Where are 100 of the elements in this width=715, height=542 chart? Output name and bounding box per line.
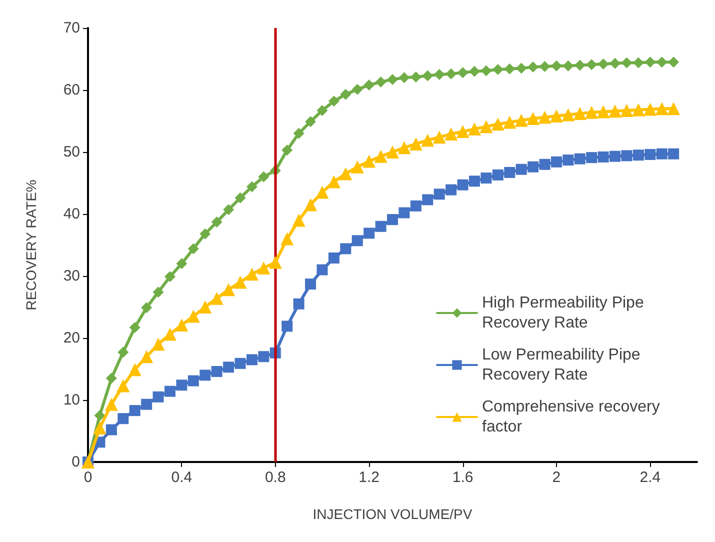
y-tick-label: 50 — [63, 144, 80, 160]
point — [574, 60, 586, 71]
point — [492, 169, 504, 180]
point — [446, 184, 457, 196]
point — [258, 171, 270, 182]
point — [504, 63, 516, 74]
point — [116, 379, 130, 392]
point — [468, 176, 480, 187]
point — [528, 161, 539, 172]
point — [573, 107, 586, 120]
point — [340, 243, 352, 254]
point — [668, 56, 680, 68]
point — [211, 216, 222, 228]
point — [175, 318, 188, 332]
point — [410, 71, 422, 82]
legend-label: High Permeability Pipe Recovery Rate — [482, 294, 648, 332]
point — [316, 186, 329, 199]
point — [328, 96, 340, 107]
point — [432, 130, 446, 144]
point — [598, 151, 609, 162]
x-tick-label: 2.4 — [640, 469, 661, 486]
point — [188, 243, 199, 254]
point — [106, 372, 117, 384]
point — [340, 88, 352, 100]
point — [129, 405, 140, 416]
point — [550, 60, 562, 72]
point — [574, 153, 586, 164]
point — [292, 214, 306, 227]
point — [152, 391, 164, 402]
point — [632, 150, 644, 161]
point — [480, 65, 492, 76]
point — [528, 62, 539, 73]
point — [468, 66, 480, 77]
point — [200, 370, 211, 381]
point — [586, 152, 598, 164]
point — [375, 76, 386, 88]
y-axis-title: RECOVERY RATE% — [23, 180, 39, 310]
point — [446, 68, 457, 80]
point — [526, 112, 540, 126]
point — [610, 58, 621, 69]
point — [410, 200, 422, 212]
y-tick-label: 30 — [63, 268, 80, 284]
legend-label: Comprehensive recovery factor — [482, 398, 664, 436]
point — [491, 118, 504, 131]
point — [316, 104, 328, 116]
point — [280, 232, 294, 246]
point — [562, 154, 574, 166]
point — [200, 228, 211, 240]
point — [246, 354, 258, 366]
point — [93, 421, 106, 434]
point — [141, 398, 152, 410]
point — [562, 60, 574, 72]
point — [362, 154, 376, 168]
point — [398, 72, 410, 84]
point — [644, 102, 657, 116]
point — [328, 252, 340, 264]
point — [516, 164, 527, 175]
y-tick-label: 0 — [72, 454, 80, 470]
point — [210, 292, 224, 305]
point — [128, 363, 142, 376]
point — [118, 346, 129, 358]
point — [656, 148, 668, 160]
point — [538, 110, 552, 124]
point — [610, 150, 621, 162]
point — [422, 70, 434, 82]
point — [104, 398, 118, 411]
point — [164, 271, 176, 282]
point — [352, 235, 363, 246]
point — [620, 104, 634, 117]
point — [234, 276, 247, 289]
point — [621, 57, 632, 68]
point — [339, 167, 352, 180]
x-tick-label: 2 — [552, 469, 561, 486]
point — [305, 278, 316, 290]
point — [246, 181, 258, 192]
point — [480, 172, 492, 184]
point — [364, 80, 375, 91]
point — [562, 108, 575, 122]
point — [387, 214, 398, 226]
point — [632, 57, 644, 68]
point — [632, 103, 645, 116]
point — [434, 188, 445, 200]
point — [516, 62, 527, 74]
point — [492, 64, 504, 76]
point — [257, 261, 270, 274]
x-tick-label: 0 — [84, 469, 92, 486]
point — [375, 220, 386, 232]
point — [668, 148, 680, 160]
point — [387, 74, 398, 85]
point — [293, 298, 304, 310]
point — [140, 350, 154, 364]
point — [152, 338, 165, 351]
point — [222, 283, 236, 296]
point — [596, 105, 610, 118]
point — [211, 366, 222, 377]
point — [504, 166, 516, 178]
point — [585, 106, 598, 119]
point — [457, 67, 468, 78]
x-tick-label: 1.2 — [358, 469, 380, 486]
point — [398, 207, 410, 218]
